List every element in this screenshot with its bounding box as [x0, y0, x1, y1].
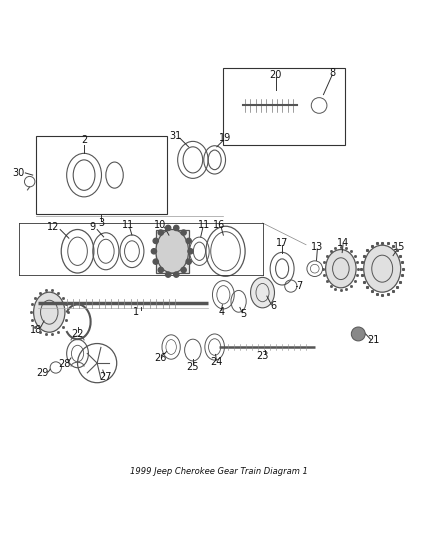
Text: 24: 24 — [211, 357, 223, 367]
Circle shape — [158, 268, 163, 272]
Ellipse shape — [156, 230, 188, 273]
Text: 26: 26 — [154, 353, 166, 363]
Text: 16: 16 — [213, 220, 225, 230]
Circle shape — [351, 327, 365, 341]
Text: 29: 29 — [36, 368, 49, 378]
Circle shape — [158, 230, 163, 235]
Circle shape — [153, 259, 159, 264]
Text: 19: 19 — [219, 133, 232, 143]
Ellipse shape — [364, 245, 401, 292]
Circle shape — [166, 272, 171, 277]
Circle shape — [151, 249, 156, 254]
Circle shape — [153, 238, 159, 244]
Text: 25: 25 — [187, 361, 199, 372]
Text: 2: 2 — [81, 135, 87, 146]
Circle shape — [186, 238, 191, 244]
Bar — [223, 68, 345, 144]
Text: 27: 27 — [99, 373, 112, 383]
Ellipse shape — [325, 249, 356, 288]
Ellipse shape — [251, 277, 275, 308]
Bar — [156, 230, 188, 273]
Text: 31: 31 — [170, 131, 182, 141]
Circle shape — [166, 225, 171, 231]
Text: 5: 5 — [240, 309, 246, 319]
Text: 3: 3 — [99, 218, 105, 228]
Text: 1: 1 — [133, 307, 139, 317]
Text: 21: 21 — [367, 335, 380, 345]
Circle shape — [181, 268, 186, 272]
Text: 11: 11 — [198, 220, 210, 230]
Text: 1999 Jeep Cherokee Gear Train Diagram 1: 1999 Jeep Cherokee Gear Train Diagram 1 — [130, 466, 308, 475]
Text: 17: 17 — [276, 238, 288, 247]
Text: 12: 12 — [47, 222, 60, 232]
Text: 6: 6 — [270, 301, 276, 311]
Circle shape — [188, 249, 193, 254]
Text: 20: 20 — [269, 70, 282, 80]
Text: 15: 15 — [393, 242, 406, 252]
Text: 9: 9 — [90, 222, 96, 232]
Text: 14: 14 — [337, 238, 349, 247]
Text: 18: 18 — [30, 325, 42, 335]
Circle shape — [174, 225, 179, 231]
Text: 8: 8 — [329, 68, 335, 78]
Text: 28: 28 — [58, 359, 71, 369]
Text: 23: 23 — [256, 351, 268, 361]
Text: 30: 30 — [13, 168, 25, 178]
Text: 22: 22 — [71, 329, 84, 339]
Text: 13: 13 — [311, 242, 323, 252]
Ellipse shape — [34, 292, 65, 332]
Circle shape — [181, 230, 186, 235]
Circle shape — [186, 259, 191, 264]
Text: 4: 4 — [218, 307, 224, 317]
Bar — [36, 136, 167, 214]
Circle shape — [174, 272, 179, 277]
Text: 10: 10 — [154, 220, 166, 230]
Text: 11: 11 — [121, 220, 134, 230]
Text: 7: 7 — [297, 281, 303, 291]
